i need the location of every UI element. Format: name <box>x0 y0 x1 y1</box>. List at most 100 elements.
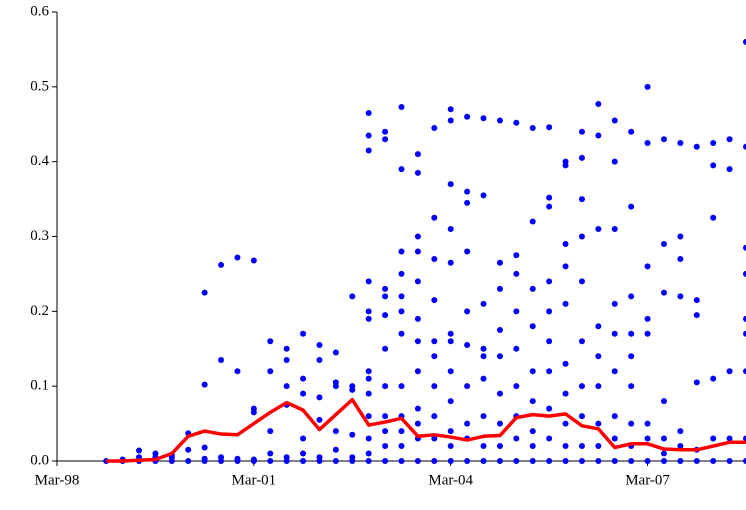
data-point <box>464 383 471 390</box>
data-point <box>644 263 651 270</box>
data-point <box>677 255 684 262</box>
data-point <box>578 128 585 135</box>
data-point <box>710 375 717 382</box>
data-point <box>398 104 405 111</box>
data-point <box>250 409 257 416</box>
data-point <box>710 162 717 169</box>
data-point <box>332 428 339 435</box>
data-point <box>201 458 208 464</box>
data-point <box>611 458 618 464</box>
data-point <box>660 240 667 247</box>
data-point <box>349 293 356 300</box>
data-point <box>300 390 307 397</box>
data-point <box>398 166 405 173</box>
data-point <box>464 308 471 315</box>
data-point <box>513 119 520 126</box>
data-point <box>464 248 471 255</box>
data-point <box>644 330 651 337</box>
data-point <box>267 458 274 464</box>
data-point <box>546 435 553 442</box>
data-point <box>201 289 208 296</box>
data-point <box>431 413 438 420</box>
data-point <box>513 435 520 442</box>
data-point <box>562 240 569 247</box>
data-point <box>693 458 700 464</box>
data-point <box>529 285 536 292</box>
data-point <box>365 278 372 285</box>
data-point <box>644 139 651 146</box>
data-point <box>382 285 389 292</box>
data-point <box>562 263 569 270</box>
data-point <box>185 458 192 464</box>
data-point <box>447 368 454 375</box>
data-point <box>382 413 389 420</box>
data-point <box>250 458 257 464</box>
data-point <box>660 458 667 464</box>
data-point <box>743 458 746 464</box>
data-point <box>578 196 585 203</box>
data-point <box>365 368 372 375</box>
data-point <box>546 308 553 315</box>
data-point <box>382 345 389 352</box>
data-point <box>726 435 733 442</box>
data-point <box>611 413 618 420</box>
data-point <box>365 435 372 442</box>
data-point <box>677 293 684 300</box>
data-point <box>496 390 503 397</box>
data-point <box>628 330 635 337</box>
data-point <box>529 124 536 131</box>
data-point <box>332 349 339 356</box>
data-point <box>595 443 602 450</box>
data-point <box>546 338 553 345</box>
data-point <box>480 192 487 199</box>
data-point <box>562 360 569 367</box>
data-point <box>595 458 602 464</box>
data-point <box>480 300 487 307</box>
data-point <box>578 338 585 345</box>
data-point <box>349 431 356 438</box>
data-point <box>398 428 405 435</box>
data-point <box>595 132 602 139</box>
data-point <box>546 194 553 201</box>
data-point <box>414 151 421 158</box>
data-point <box>546 368 553 375</box>
data-point <box>513 252 520 259</box>
data-point <box>480 345 487 352</box>
data-point <box>611 300 618 307</box>
data-point <box>529 398 536 405</box>
data-point <box>398 330 405 337</box>
x-tick-label: Mar-07 <box>625 472 670 488</box>
data-point <box>316 394 323 401</box>
data-point <box>464 342 471 349</box>
y-tick-label: 0.4 <box>30 153 49 169</box>
data-point <box>300 375 307 382</box>
data-point <box>398 270 405 277</box>
data-point <box>431 124 438 131</box>
data-point <box>234 368 241 375</box>
data-point <box>496 443 503 450</box>
data-point <box>726 136 733 143</box>
data-point <box>365 450 372 457</box>
data-point <box>267 428 274 435</box>
data-point <box>464 420 471 427</box>
data-point <box>677 233 684 240</box>
data-point <box>628 128 635 135</box>
data-point <box>447 330 454 337</box>
data-point <box>414 368 421 375</box>
data-point <box>496 285 503 292</box>
data-point <box>628 383 635 390</box>
data-point <box>496 327 503 334</box>
data-point <box>398 383 405 390</box>
data-point <box>743 38 746 45</box>
data-point <box>316 342 323 349</box>
data-point <box>578 458 585 464</box>
data-point <box>382 428 389 435</box>
data-point <box>743 244 746 251</box>
data-point <box>513 383 520 390</box>
data-point <box>300 458 307 464</box>
data-point <box>529 428 536 435</box>
data-point <box>628 293 635 300</box>
data-point <box>529 218 536 225</box>
data-point <box>611 330 618 337</box>
data-point <box>201 381 208 388</box>
